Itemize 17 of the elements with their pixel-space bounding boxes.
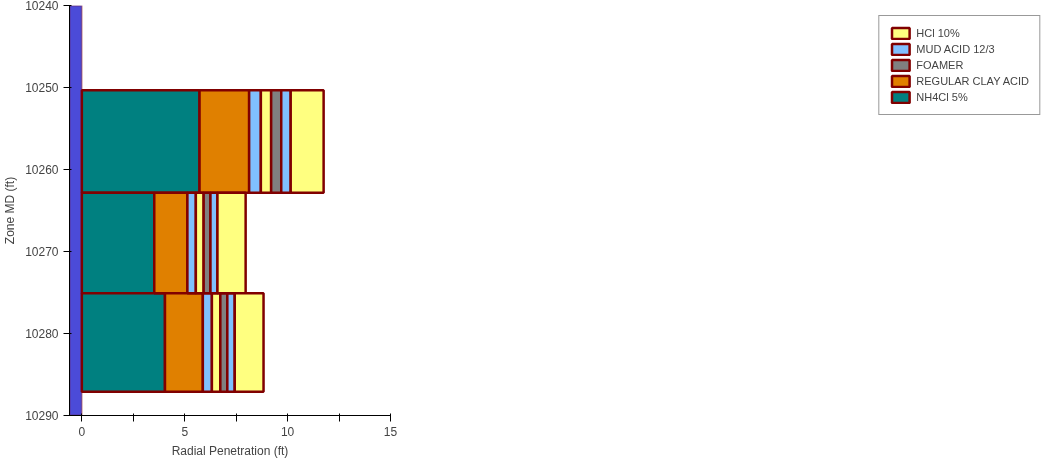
legend-label: MUD ACID 12/3 [916,43,995,55]
x-tick-label: 0 [78,424,86,439]
y-tick-label: 10270 [25,245,59,259]
legend-label: HCl 10% [916,27,960,39]
y-tick-label: 10290 [25,409,59,423]
x-tick-label: 10 [280,424,295,439]
x-tick-label: 15 [383,424,398,439]
x-axis-title: Radial Penetration (ft) [171,443,289,458]
y-tick-label: 10250 [25,81,59,95]
y-tick-label: 10240 [25,0,59,13]
y-axis-title: Zone MD (ft) [3,176,18,245]
legend-label: REGULAR CLAY ACID [916,75,1029,87]
legend-label: NH4Cl 5% [916,91,968,103]
y-tick-label: 10280 [25,327,59,341]
x-tick-label: 5 [181,424,189,439]
legend-label: FOAMER [916,59,964,71]
y-tick-label: 10260 [25,163,59,177]
